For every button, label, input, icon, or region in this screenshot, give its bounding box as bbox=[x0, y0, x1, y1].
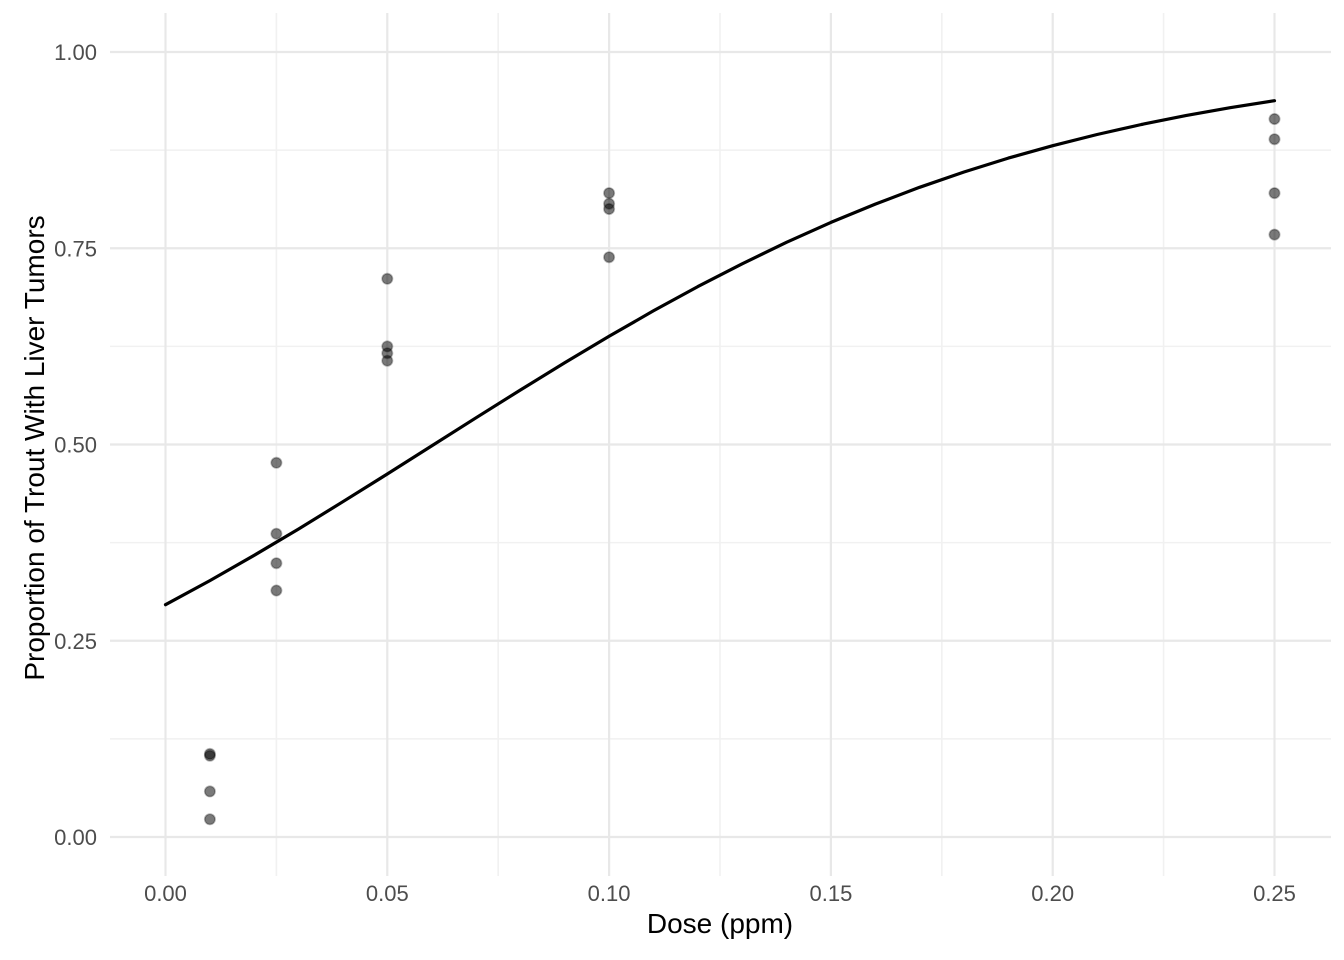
data-point bbox=[203, 747, 216, 760]
x-tick-label: 0.25 bbox=[1253, 881, 1296, 906]
y-tick-label: 0.25 bbox=[54, 629, 97, 654]
x-axis-tick-labels: 0.00 0.05 0.10 0.15 0.20 0.25 bbox=[144, 881, 1296, 906]
data-point bbox=[603, 251, 616, 264]
data-point bbox=[1268, 113, 1281, 126]
data-point bbox=[270, 527, 283, 540]
data-point bbox=[270, 557, 283, 570]
data-point bbox=[1268, 187, 1281, 200]
data-point bbox=[1268, 228, 1281, 241]
y-tick-label: 0.50 bbox=[54, 433, 97, 458]
x-tick-label: 0.10 bbox=[588, 881, 631, 906]
gridlines-major bbox=[110, 13, 1331, 876]
x-tick-label: 0.15 bbox=[809, 881, 852, 906]
y-tick-label: 0.00 bbox=[54, 825, 97, 850]
data-point bbox=[381, 340, 394, 353]
y-tick-label: 0.75 bbox=[54, 236, 97, 261]
data-point bbox=[270, 456, 283, 469]
x-tick-label: 0.05 bbox=[366, 881, 409, 906]
y-axis-tick-labels: 0.00 0.25 0.50 0.75 1.00 bbox=[54, 40, 97, 850]
y-tick-label: 1.00 bbox=[54, 40, 97, 65]
y-axis-title: Proportion of Trout With Liver Tumors bbox=[19, 215, 50, 680]
x-axis-title: Dose (ppm) bbox=[647, 908, 793, 939]
data-point bbox=[270, 584, 283, 597]
data-point bbox=[1268, 133, 1281, 146]
fit-curve bbox=[163, 99, 1277, 607]
data-point bbox=[203, 785, 216, 798]
data-point bbox=[203, 813, 216, 826]
data-point bbox=[603, 187, 616, 200]
scatter-points bbox=[203, 113, 1281, 826]
x-tick-label: 0.20 bbox=[1031, 881, 1074, 906]
data-point bbox=[603, 203, 616, 216]
x-tick-label: 0.00 bbox=[144, 881, 187, 906]
data-point bbox=[381, 272, 394, 285]
